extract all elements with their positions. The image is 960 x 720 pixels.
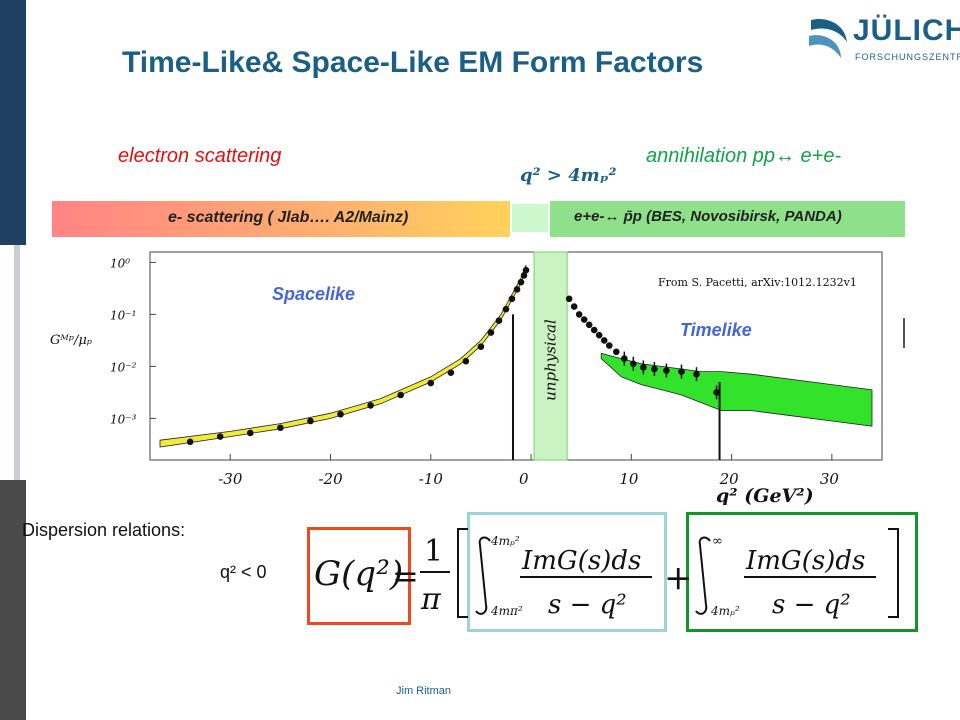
annihilation-band-label: e+e-↔ p̄p (BES, Novosibirsk, PANDA) — [574, 208, 842, 225]
spacelike-data-point — [517, 278, 525, 286]
timelike-data-point — [595, 331, 603, 339]
formula-right-bracket — [888, 528, 899, 618]
spacelike-data-point — [307, 417, 314, 425]
spacelike-data-point — [522, 266, 530, 274]
spacelike-data-point — [520, 272, 528, 279]
x-tick-label: 30 — [820, 470, 840, 488]
gap-band — [512, 204, 548, 232]
spacelike-data-point — [427, 379, 435, 387]
formula-plus: + — [664, 558, 693, 598]
spacelike-data-point — [487, 329, 495, 336]
x-tick-label: 0 — [519, 470, 529, 488]
x-tick-label: -30 — [218, 470, 243, 488]
unphysical-integral-box — [467, 512, 667, 632]
x-axis-label: q² (GeV²) — [716, 485, 814, 505]
x-tick-label: -10 — [419, 470, 444, 488]
timelike-data-point — [575, 311, 583, 318]
spacelike-data-point — [277, 424, 284, 432]
side-bar-bottom — [0, 480, 26, 720]
y-tick-label: 10⁻¹ — [110, 308, 136, 322]
timelike-data-point — [590, 326, 598, 334]
integral1-upper-limit: 4mₚ² — [490, 534, 520, 548]
integral2-upper-limit: ∞ — [712, 534, 723, 549]
scattering-band — [52, 201, 510, 237]
annihilation-label: annihilation pp↔ e+e- — [646, 145, 842, 167]
source-annotation: From S. Pacetti, arXiv:1012.1232v1 — [658, 276, 857, 289]
timelike-annotation: Timelike — [680, 320, 752, 340]
formula-pi: π — [420, 582, 442, 617]
timelike-data-point — [585, 321, 593, 329]
slide-title: Time-Like& Space-Like EM Form Factors — [122, 46, 704, 79]
spacelike-data-point — [502, 305, 510, 313]
form-factor-chart: -30 -20 -10 0 10 20 30 10⁰ 10⁻¹ 10⁻² 10⁻³ Gᴹᵖ/μₚ q² … — [50, 251, 883, 505]
dispersion-label: Dispersion relations: — [22, 520, 186, 540]
timelike-data-point — [605, 342, 613, 349]
y-axis-label: Gᴹᵖ/μₚ — [50, 333, 92, 348]
integral2-numerator: ImG(s)ds — [745, 546, 865, 576]
x-tick-label: 10 — [619, 470, 639, 488]
timelike-data-point — [612, 348, 620, 356]
dispersion-formula: G(q²) = 1 π 4mₚ² 4mπ² ImG(s)ds s − q² + … — [314, 528, 899, 620]
q2-condition-label: q² > 4mₚ² — [520, 165, 617, 186]
integral2-denominator: s − q² — [772, 590, 851, 620]
side-bar-line — [14, 245, 20, 480]
integral2-lower-limit: 4mₚ² — [710, 604, 740, 618]
scattering-band-label: e- scattering ( Jlab…. A2/Mainz) — [168, 209, 409, 226]
y-tick-label: 10⁻³ — [110, 412, 137, 426]
integral1-sign — [475, 536, 491, 615]
timelike-band — [600, 352, 873, 427]
timelike-data-point — [580, 316, 588, 323]
side-bar-top — [0, 0, 26, 245]
spacelike-data-point — [508, 295, 516, 303]
formula-left-bracket — [457, 528, 468, 618]
spacelike-data-point — [186, 438, 194, 446]
spacelike-data-point — [495, 317, 503, 324]
footer-author: Jim Ritman — [396, 685, 452, 697]
spacelike-data-point — [216, 433, 224, 440]
x-tick-label: 20 — [719, 470, 740, 488]
electron-scattering-label: electron scattering — [118, 145, 282, 167]
right-marker — [903, 318, 905, 348]
integral1-lower-limit: 4mπ² — [490, 604, 523, 618]
formula-lhs: G(q²) — [314, 554, 403, 594]
timelike-data-point — [600, 337, 608, 344]
q2-negative-label: q² < 0 — [220, 562, 267, 582]
logo-subtitle: FORSCHUNGSZENTRUM — [855, 52, 960, 62]
timelike-data-point — [565, 295, 573, 303]
spacelike-data-point — [477, 343, 485, 350]
lhs-highlight-box — [307, 527, 411, 625]
spacelike-data-point — [462, 357, 470, 365]
unphysical-annotation: unphysical — [542, 319, 560, 401]
spacelike-data-point — [246, 429, 254, 437]
integral1-denominator: s − q² — [548, 590, 627, 620]
juelich-logo-icon — [809, 18, 847, 58]
spacelike-data-point — [367, 402, 374, 409]
plot-frame — [149, 251, 883, 461]
formula-one: 1 — [424, 534, 443, 569]
integral1-numerator: ImG(s)ds — [521, 546, 641, 576]
spacelike-data-point — [513, 286, 521, 293]
spacelike-data-point — [337, 410, 344, 418]
annihilation-band — [550, 201, 905, 237]
spacelike-annotation: Spacelike — [272, 284, 355, 304]
y-tick-label: 10⁰ — [110, 256, 130, 270]
x-tick-label: -20 — [318, 470, 343, 488]
physical-integral-box — [686, 512, 918, 632]
y-tick-label: 10⁻² — [110, 360, 137, 374]
integral2-sign — [695, 536, 711, 615]
logo-name: JÜLICH — [853, 14, 960, 47]
unphysical-region — [533, 251, 568, 461]
spacelike-data-point — [397, 391, 404, 399]
spacelike-data-point — [447, 369, 455, 376]
formula-equals: = — [392, 557, 419, 595]
timelike-data-point — [570, 303, 578, 310]
